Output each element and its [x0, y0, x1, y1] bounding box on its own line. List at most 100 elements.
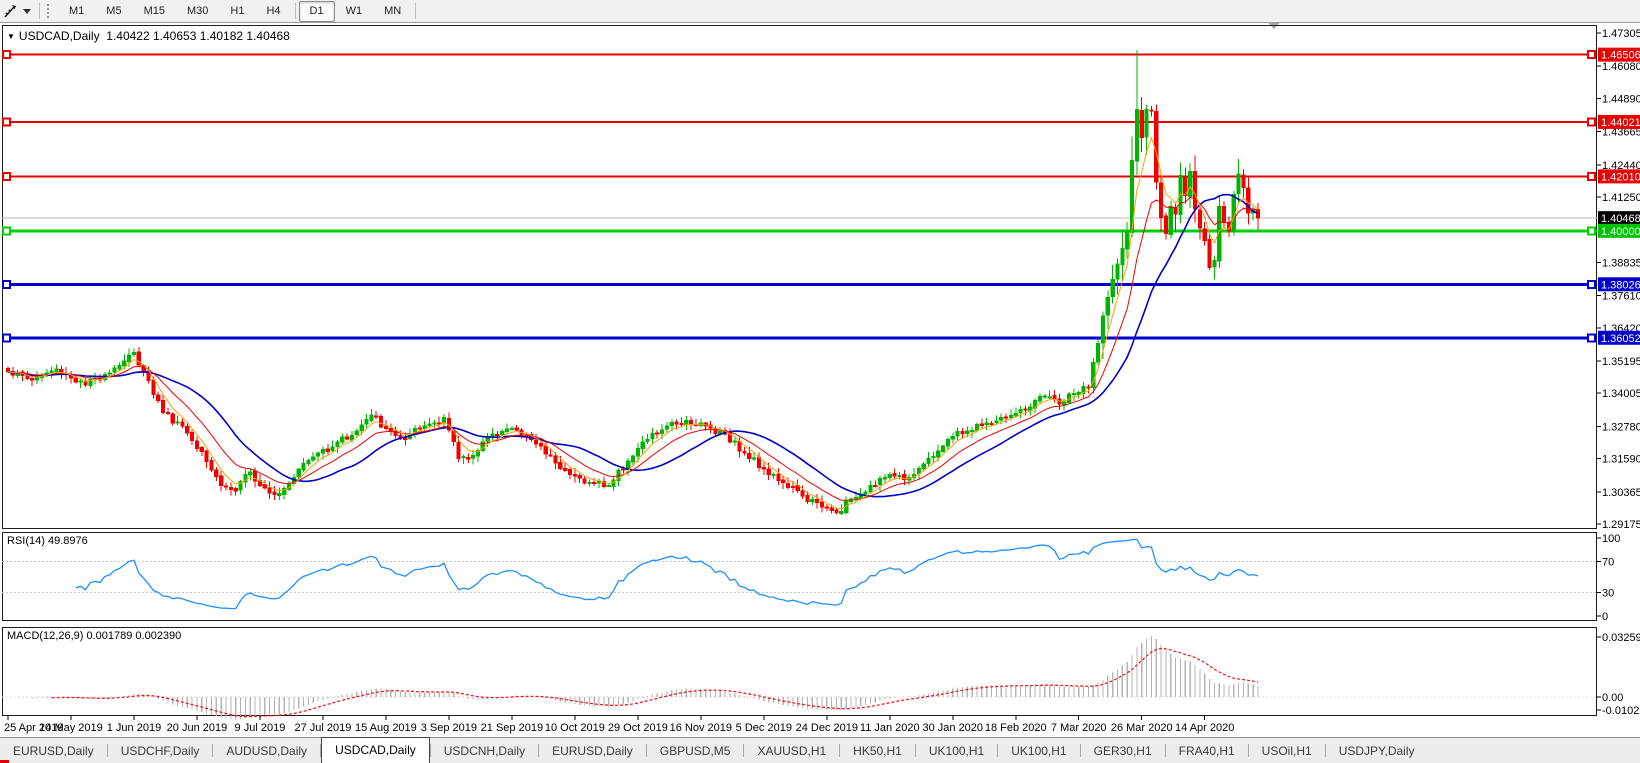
timeframe-button-mn[interactable]: MN: [384, 4, 402, 17]
tab-divider: [743, 744, 745, 757]
chart-tab-usoil-h1[interactable]: USOil,H1: [1261, 744, 1312, 758]
tab-divider: [320, 744, 322, 757]
toolbar-drag-grip[interactable]: [47, 4, 52, 18]
timeframe-button-m15[interactable]: M15: [143, 4, 165, 17]
chart-tab-audusd-daily[interactable]: AUDUSD,Daily: [226, 744, 308, 758]
time-axis-label: 3 Sep 2019: [421, 722, 477, 734]
line-anchor-handle[interactable]: [2, 226, 11, 236]
price-axis-label: 1.30365: [1602, 487, 1640, 499]
chart-tab-bar: EURUSD,Daily USDCHF,Daily AUDUSD,Daily USDC…: [0, 737, 1640, 763]
rsi-axis-label: 100: [1602, 533, 1620, 545]
bear-candles-layer: [5, 97, 1261, 515]
fast-ma-line: [7, 136, 1259, 510]
chart-tab-usdcad-daily[interactable]: USDCAD,Daily: [321, 737, 430, 763]
panel-frame: [2, 627, 1597, 716]
macd-histogram: [12, 636, 1259, 720]
price-axis-label: 1.29175: [1602, 519, 1640, 531]
macd-axis-label: 0.032595: [1602, 632, 1640, 644]
chart-tab-ger30-h1[interactable]: GER30,H1: [1093, 744, 1152, 758]
timeframe-button-h1[interactable]: H1: [230, 4, 245, 17]
support-line-label[interactable]: 1.36052: [1598, 330, 1640, 345]
chart-tab-fra40-h1[interactable]: FRA40,H1: [1178, 744, 1235, 758]
svg-text:1.40468: 1.40468: [1601, 213, 1640, 225]
line-anchor-handle[interactable]: [1587, 117, 1596, 127]
line-anchor-handle[interactable]: [1587, 333, 1596, 343]
line-anchor-handle[interactable]: [2, 117, 11, 127]
line-anchor-handle[interactable]: [2, 333, 11, 343]
line-anchor-handle[interactable]: [1587, 279, 1596, 289]
svg-text:1.42010: 1.42010: [1601, 171, 1640, 183]
timeframe-button-h4[interactable]: H4: [266, 4, 281, 17]
macd-axis-label: 0.00: [1602, 692, 1623, 704]
toolbar-separator: [294, 3, 296, 19]
current-price-label[interactable]: 1.40468: [1598, 211, 1640, 226]
time-axis-label: 15 Aug 2019: [355, 722, 417, 734]
price-axis-label: 1.34005: [1602, 388, 1640, 400]
crosshair-pointer-tool-icon[interactable]: [0, 2, 22, 21]
line-anchor-handle[interactable]: [1587, 50, 1596, 60]
tool-dropdown-caret-icon[interactable]: [23, 8, 31, 14]
tab-divider: [839, 744, 841, 757]
timeframe-button-m1[interactable]: M1: [69, 4, 85, 17]
line-anchor-handle[interactable]: [1587, 226, 1596, 236]
line-anchor-handle[interactable]: [2, 50, 11, 60]
time-axis-label: 10 Oct 2019: [545, 722, 605, 734]
chart-tab-gbpusd-m5[interactable]: GBPUSD,M5: [659, 744, 731, 758]
tab-divider: [1079, 744, 1081, 757]
rsi-axis-label: 70: [1602, 556, 1614, 568]
time-axis-label: 29 Oct 2019: [608, 722, 668, 734]
rsi-axis-label: 0: [1602, 611, 1608, 623]
chart-tab-uk100-h1[interactable]: UK100,H1: [1011, 744, 1067, 758]
timeframe-buttons: M1 M5 M15 M30 H1 H4 D1 W1 MN: [58, 0, 419, 22]
medium-ma-line: [7, 196, 1259, 501]
chart-collapse-icon[interactable]: ▼: [7, 32, 15, 41]
resistance-line-label[interactable]: 1.46506: [1598, 47, 1640, 62]
time-axis-label: 14 May 2019: [39, 722, 103, 734]
chart-tab-usdchf-daily[interactable]: USDCHF,Daily: [120, 744, 200, 758]
chart-tab-usdjpy-daily[interactable]: USDJPY,Daily: [1338, 744, 1415, 758]
tab-divider: [1164, 744, 1166, 757]
time-axis-label: 11 Jan 2020: [860, 722, 920, 734]
macd-indicator-label: MACD(12,26,9) 0.001789 0.002390: [7, 630, 182, 642]
timeframe-button-d1[interactable]: D1: [298, 0, 335, 22]
time-axis-label: 18 Feb 2020: [985, 722, 1047, 734]
support-line-label[interactable]: 1.38026: [1598, 277, 1640, 292]
timeframe-button-w1[interactable]: W1: [345, 4, 363, 17]
svg-text:1.36052: 1.36052: [1601, 333, 1640, 345]
svg-text:1.38026: 1.38026: [1601, 279, 1640, 291]
toolbar-separator: [415, 3, 417, 19]
chart-tab-hk50-h1[interactable]: HK50,H1: [853, 744, 902, 758]
resistance-line-label[interactable]: 1.44021: [1598, 114, 1640, 129]
tab-divider: [914, 744, 916, 757]
chart-tab-eurusd-daily[interactable]: EURUSD,Daily: [13, 744, 94, 758]
time-axis-label: 27 Jul 2019: [294, 722, 351, 734]
time-axis-label: 21 Sep 2019: [481, 722, 543, 734]
line-anchor-handle[interactable]: [2, 171, 11, 181]
timeframe-button-m5[interactable]: M5: [106, 4, 122, 17]
support-line-label[interactable]: 1.40000: [1598, 223, 1640, 238]
price-axis-label: 1.44890: [1602, 93, 1640, 105]
time-axis-label: 24 Dec 2019: [796, 722, 858, 734]
tab-divider: [997, 744, 999, 757]
panel-frame: [2, 25, 1597, 529]
price-axis-label: 1.37610: [1602, 291, 1640, 303]
time-axis-label: 1 Jun 2019: [107, 722, 161, 734]
chart-tab-usdcnh-daily[interactable]: USDCNH,Daily: [443, 744, 526, 758]
tab-divider: [1324, 744, 1326, 757]
tab-scroll-notch: [0, 760, 9, 763]
chart-tab-xauusd-h1[interactable]: XAUUSD,H1: [757, 744, 827, 758]
time-axis-label: 14 Apr 2020: [1175, 722, 1234, 734]
svg-text:1.40000: 1.40000: [1601, 226, 1640, 238]
rsi-axis-label: 30: [1602, 588, 1614, 600]
line-anchor-handle[interactable]: [2, 279, 11, 289]
resistance-line-label[interactable]: 1.42010: [1598, 169, 1640, 184]
chart-tab-eurusd-daily[interactable]: EURUSD,Daily: [552, 744, 633, 758]
line-anchor-handle[interactable]: [1587, 171, 1596, 181]
panel-frame: [2, 532, 1597, 621]
price-axis-label: 1.32780: [1602, 421, 1640, 433]
timeframe-button-m30[interactable]: M30: [186, 4, 209, 17]
macd-axis-label: -0.010227: [1602, 705, 1640, 717]
chart-tab-uk100-h1[interactable]: UK100,H1: [928, 744, 985, 758]
price-axis-label: 1.41250: [1602, 192, 1640, 204]
time-axis-label: 5 Dec 2019: [736, 722, 792, 734]
